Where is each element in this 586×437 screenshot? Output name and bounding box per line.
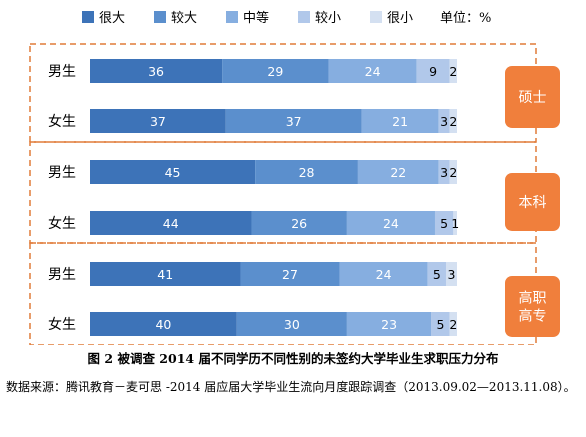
group-label: 高职 [519,290,547,307]
bar-segment [225,109,362,133]
data-label: 23 [381,317,397,332]
data-label: 26 [291,216,307,231]
data-label: 37 [286,114,302,129]
source-note: 数据来源：腾讯教育－麦可思 -2014 届应届大学毕业生流向月度跟踪调查（201… [6,380,576,394]
legend-label: 中等 [243,10,269,26]
bar-segment [438,109,450,133]
bar-segment [251,211,347,235]
data-label: 1 [451,216,459,231]
data-label: 24 [383,216,399,231]
bar-segment [445,262,457,286]
data-label: 3 [440,114,448,129]
data-label: 3 [448,267,456,282]
data-label: 9 [429,64,437,79]
figure-caption: 图 2 被调查 2014 届不同学历不同性别的未签约大学毕业生求职压力分布 [87,351,499,366]
bar-segment [453,211,457,235]
bar-segment [427,262,446,286]
bar-segment [449,59,457,83]
data-label: 5 [440,216,448,231]
data-label: 44 [163,216,179,231]
data-label: 40 [155,317,171,332]
bar-segment [449,312,457,336]
data-label: 29 [267,64,283,79]
group-label: 本科 [519,195,547,211]
data-label: 24 [376,267,392,282]
bar-segment [449,109,457,133]
bar-segment [449,160,457,184]
bar-segment [90,211,252,235]
bar-segment [431,312,450,336]
bar-segment [90,262,241,286]
data-label: 27 [282,267,298,282]
row-label: 女生 [48,316,76,333]
data-label: 28 [299,165,315,180]
group-badge [505,66,560,128]
data-label: 2 [449,317,457,332]
bar-segment [339,262,428,286]
bar-segment [416,59,450,83]
legend-unit: 单位：% [440,11,491,26]
data-label: 5 [433,267,441,282]
data-label: 2 [449,64,457,79]
bar-segment [240,262,340,286]
group-badge [505,276,560,337]
bar-segment [346,312,432,336]
row-label: 女生 [48,113,76,130]
bar-segment [90,312,237,336]
legend-label: 较大 [171,11,197,26]
data-label: 21 [392,114,408,129]
data-label: 36 [148,64,164,79]
row-label: 男生 [48,64,76,80]
data-label: 5 [437,317,445,332]
bar-segment [361,109,439,133]
data-label: 45 [165,165,181,180]
bar-segment [328,59,417,83]
bar-segment [255,160,358,184]
stacked-bar-chart: 很大 较大 中等 较小 很小 单位：% 硕士 男生 36 29 24 9 2 女生 37 37 21 3 2 本科 男生… [29,10,560,346]
group-badge [505,173,560,231]
legend-swatch [82,11,94,23]
row-label: 男生 [48,165,76,181]
data-label: 41 [157,267,173,282]
legend-swatch [154,11,166,23]
bar-segment [90,59,223,83]
legend-label: 很小 [387,11,413,26]
bar-segment [90,160,256,184]
bar-segment [438,160,450,184]
row-label: 女生 [48,215,76,232]
bar-segment [346,211,435,235]
bar-segment [357,160,439,184]
data-label: 30 [284,317,300,332]
group-label: 高专 [519,308,547,325]
data-label: 22 [390,165,406,180]
bar-segment [222,59,329,83]
legend-label: 较小 [315,11,341,26]
data-label: 2 [449,114,457,129]
legend-swatch [226,11,238,23]
bar-segment [434,211,454,235]
row-label: 男生 [48,267,76,283]
legend-swatch [298,11,310,23]
data-label: 37 [150,114,166,129]
data-label: 3 [440,165,448,180]
bar-segment [236,312,347,336]
legend-label: 很大 [99,11,125,26]
data-label: 24 [365,64,381,79]
group-label: 硕士 [519,90,547,106]
legend-swatch [370,11,382,23]
data-label: 2 [449,165,457,180]
bar-segment [90,109,226,133]
